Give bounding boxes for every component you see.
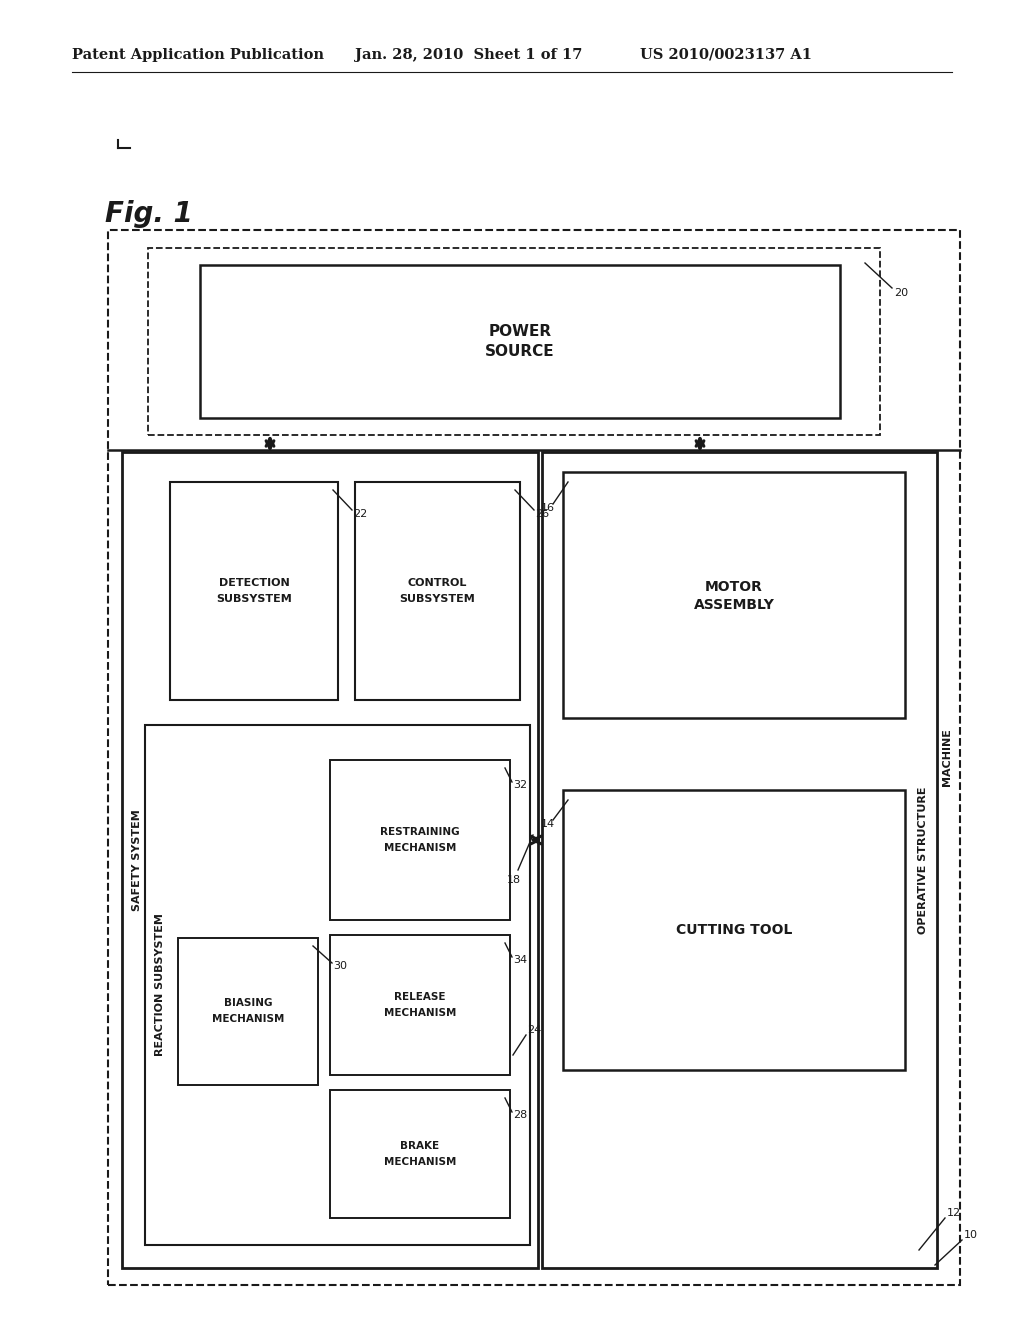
Text: MOTOR: MOTOR <box>706 579 763 594</box>
Text: CONTROL: CONTROL <box>408 578 467 587</box>
Text: MECHANISM: MECHANISM <box>384 1008 456 1018</box>
Text: Patent Application Publication: Patent Application Publication <box>72 48 324 62</box>
Text: 26: 26 <box>535 510 549 519</box>
Text: 16: 16 <box>541 503 555 513</box>
Text: 24: 24 <box>527 1026 542 1035</box>
Text: POWER: POWER <box>488 323 552 339</box>
Text: SAFETY SYSTEM: SAFETY SYSTEM <box>132 809 142 911</box>
Text: 14: 14 <box>541 818 555 829</box>
Text: MECHANISM: MECHANISM <box>384 1158 456 1167</box>
Text: OPERATIVE STRUCTURE: OPERATIVE STRUCTURE <box>918 787 928 933</box>
Text: US 2010/0023137 A1: US 2010/0023137 A1 <box>640 48 812 62</box>
Text: MECHANISM: MECHANISM <box>384 843 456 853</box>
Text: BIASING: BIASING <box>224 998 272 1008</box>
Text: 18: 18 <box>507 875 521 884</box>
Text: MECHANISM: MECHANISM <box>212 1015 285 1024</box>
Text: 30: 30 <box>333 961 347 972</box>
Text: 28: 28 <box>513 1110 527 1119</box>
Text: SUBSYSTEM: SUBSYSTEM <box>399 594 475 605</box>
Text: Fig. 1: Fig. 1 <box>105 201 193 228</box>
Text: RELEASE: RELEASE <box>394 993 445 1002</box>
Text: 20: 20 <box>894 288 908 298</box>
Text: CUTTING TOOL: CUTTING TOOL <box>676 923 793 937</box>
Text: MACHINE: MACHINE <box>942 729 952 787</box>
Text: 34: 34 <box>513 954 527 965</box>
Text: DETECTION: DETECTION <box>219 578 290 587</box>
Text: ASSEMBLY: ASSEMBLY <box>693 598 774 612</box>
Text: 12: 12 <box>947 1208 962 1218</box>
Text: SOURCE: SOURCE <box>485 345 555 359</box>
Text: 22: 22 <box>353 510 368 519</box>
Text: BRAKE: BRAKE <box>400 1140 439 1151</box>
Text: 10: 10 <box>964 1230 978 1239</box>
Text: REACTION SUBSYSTEM: REACTION SUBSYSTEM <box>155 913 165 1056</box>
Text: SUBSYSTEM: SUBSYSTEM <box>216 594 292 605</box>
Text: Jan. 28, 2010  Sheet 1 of 17: Jan. 28, 2010 Sheet 1 of 17 <box>355 48 583 62</box>
Text: 32: 32 <box>513 780 527 789</box>
Text: RESTRAINING: RESTRAINING <box>380 828 460 837</box>
